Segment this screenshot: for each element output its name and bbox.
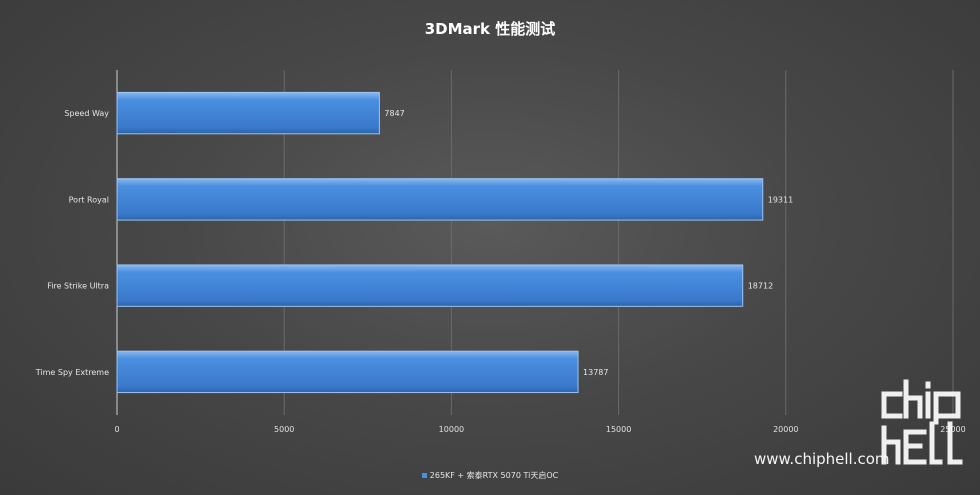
bar-time-spy-extreme <box>116 350 579 394</box>
category-label: Port Royal <box>69 195 109 204</box>
category-label: Speed Way <box>64 109 109 118</box>
x-tick-label: 20000 <box>773 425 798 434</box>
x-tick-label: 0 <box>114 425 119 434</box>
data-label: 19311 <box>768 195 793 204</box>
data-label: 13787 <box>583 368 608 377</box>
legend: 265KF + 索泰RTX 5070 Ti天启OC <box>0 470 980 481</box>
bar-port-royal <box>116 178 764 221</box>
watermark-url: www.chiphell.com <box>754 450 890 468</box>
bar-fire-strike-ultra <box>116 264 744 307</box>
data-label: 18712 <box>748 282 773 291</box>
data-label: 7847 <box>384 109 404 118</box>
legend-label: 265KF + 索泰RTX 5070 Ti天启OC <box>429 471 559 480</box>
x-tick-label: 5000 <box>274 425 294 434</box>
chart-title: 3DMark 性能测试 <box>424 20 556 38</box>
category-label: Fire Strike Ultra <box>47 282 109 291</box>
x-tick-label: 10000 <box>439 425 464 434</box>
chiphell-logo <box>881 379 963 465</box>
x-tick-label: 15000 <box>606 425 631 434</box>
x-tick-label: 25000 <box>940 425 965 434</box>
bar-speed-way <box>116 91 380 135</box>
category-label: Time Spy Extreme <box>35 368 109 377</box>
legend-swatch <box>421 473 427 478</box>
